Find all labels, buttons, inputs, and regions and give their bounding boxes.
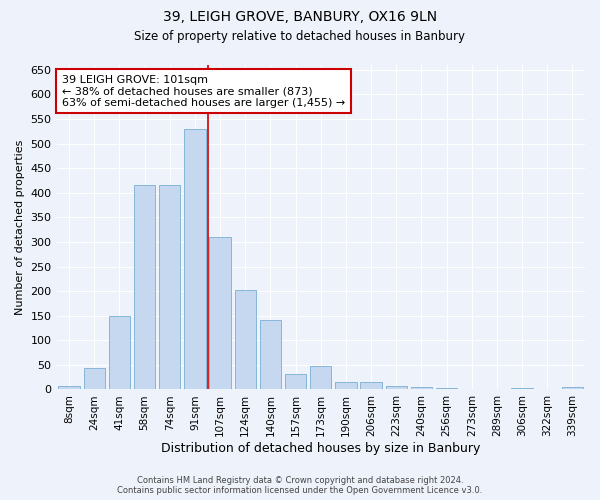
Bar: [310, 366, 331, 390]
Bar: [562, 387, 583, 390]
Bar: [436, 388, 457, 390]
Bar: [285, 374, 307, 390]
Bar: [159, 185, 181, 390]
Bar: [511, 388, 533, 390]
X-axis label: Distribution of detached houses by size in Banbury: Distribution of detached houses by size …: [161, 442, 481, 455]
Bar: [209, 237, 231, 390]
Text: 39, LEIGH GROVE, BANBURY, OX16 9LN: 39, LEIGH GROVE, BANBURY, OX16 9LN: [163, 10, 437, 24]
Text: Contains HM Land Registry data © Crown copyright and database right 2024.
Contai: Contains HM Land Registry data © Crown c…: [118, 476, 482, 495]
Bar: [361, 382, 382, 390]
Y-axis label: Number of detached properties: Number of detached properties: [15, 140, 25, 315]
Bar: [260, 320, 281, 390]
Text: 39 LEIGH GROVE: 101sqm
← 38% of detached houses are smaller (873)
63% of semi-de: 39 LEIGH GROVE: 101sqm ← 38% of detached…: [62, 74, 345, 108]
Bar: [109, 316, 130, 390]
Bar: [134, 186, 155, 390]
Bar: [335, 382, 356, 390]
Bar: [58, 386, 80, 390]
Bar: [184, 129, 206, 390]
Bar: [235, 290, 256, 390]
Bar: [83, 368, 105, 390]
Text: Size of property relative to detached houses in Banbury: Size of property relative to detached ho…: [134, 30, 466, 43]
Bar: [386, 386, 407, 390]
Bar: [411, 387, 432, 390]
